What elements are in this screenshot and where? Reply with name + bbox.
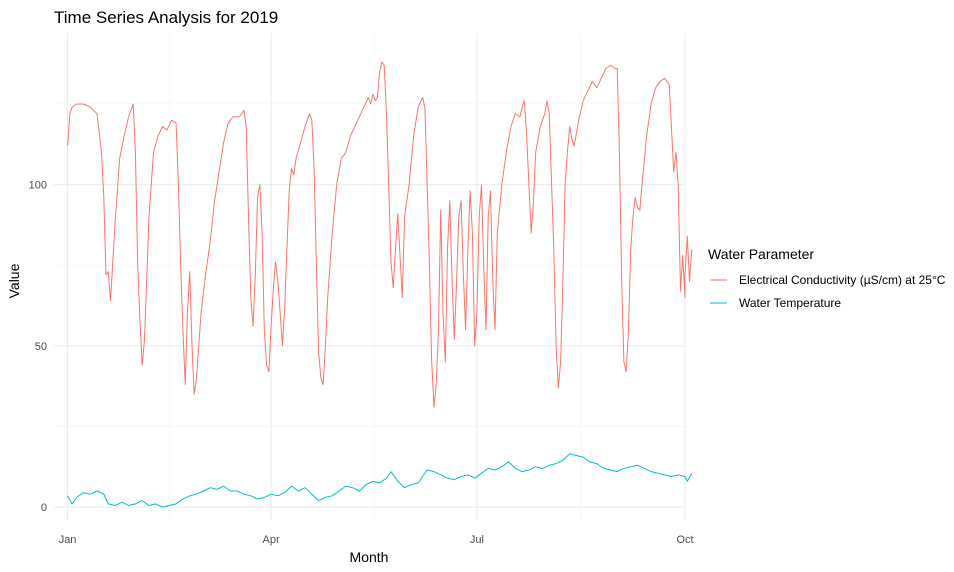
y-axis-title: Value	[6, 263, 22, 298]
legend-items: Electrical Conductivity (µS/cm) at 25°C W…	[710, 273, 946, 310]
x-axis-ticks: Jan Apr Jul Oct	[59, 534, 694, 546]
y-axis-ticks: 0 50 100	[29, 180, 47, 515]
x-axis-title: Month	[350, 549, 389, 565]
legend-label-1: Water Temperature	[739, 296, 841, 310]
x-tick-label: Jul	[470, 534, 484, 546]
x-tick-label: Jan	[59, 534, 77, 546]
series-line-1	[67, 453, 693, 508]
x-tick-label: Oct	[676, 534, 693, 546]
series-layer	[67, 61, 693, 508]
x-tick-label: Apr	[263, 534, 280, 546]
y-tick-label: 100	[29, 180, 47, 192]
y-tick-label: 0	[41, 502, 47, 514]
legend-label-0: Electrical Conductivity (µS/cm) at 25°C	[739, 273, 946, 287]
grid	[54, 33, 686, 520]
chart-title: Time Series Analysis for 2019	[54, 8, 278, 27]
series-line-0	[67, 61, 693, 408]
legend: Water Parameter Electrical Conductivity …	[708, 246, 946, 310]
y-tick-label: 50	[35, 341, 47, 353]
legend-title: Water Parameter	[708, 246, 814, 262]
